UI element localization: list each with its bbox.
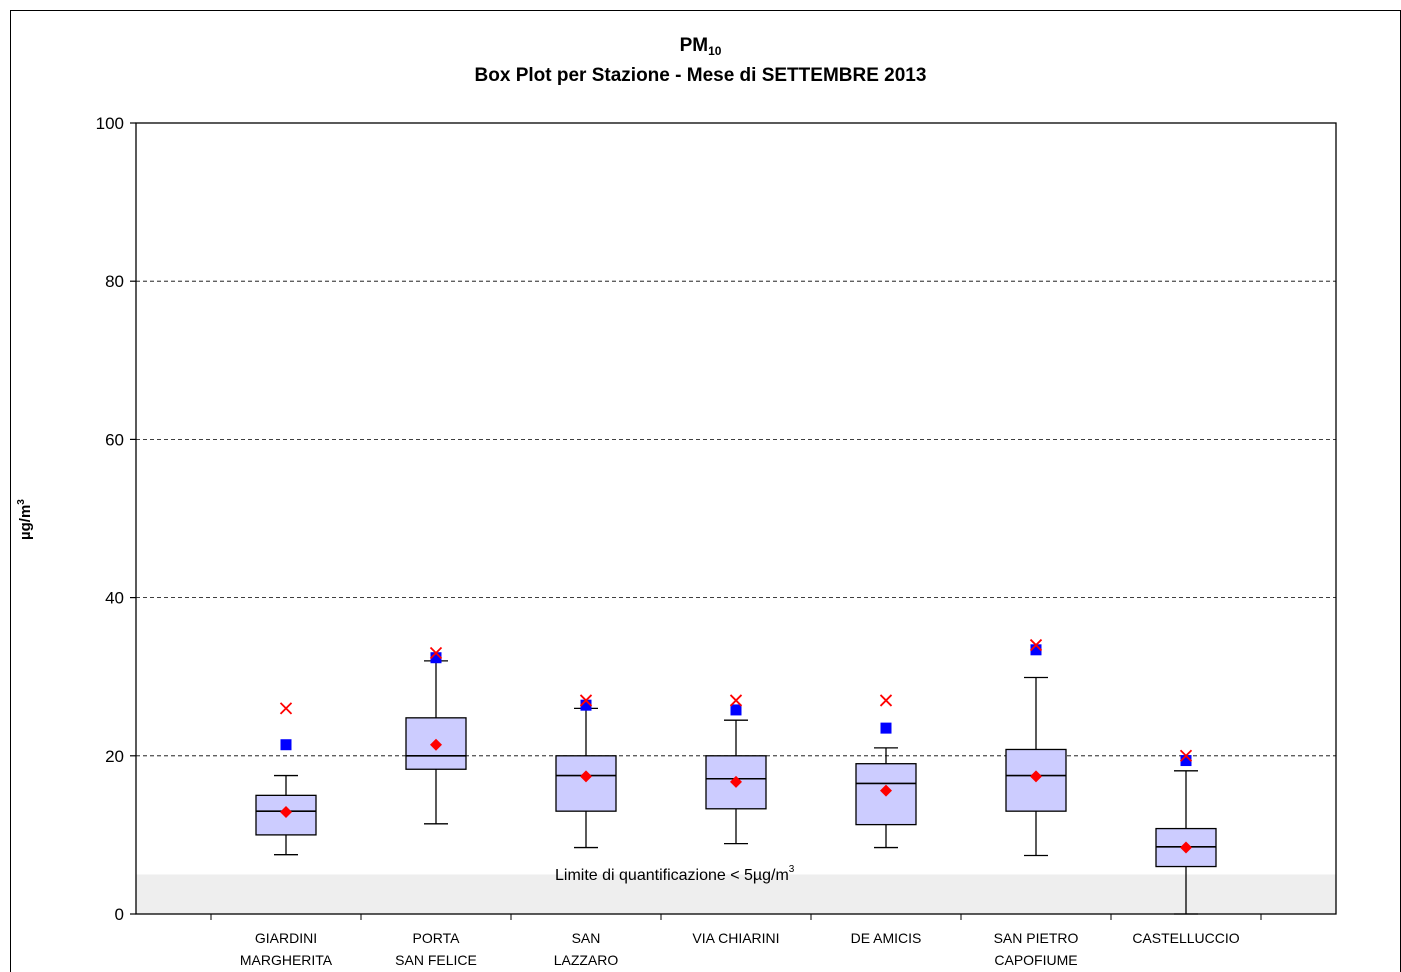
title-main: PM10: [679, 35, 722, 58]
x-category-label: SAN PIETRO: [994, 930, 1079, 946]
mean-marker: [580, 770, 592, 783]
title-subtitle: Box Plot per Stazione - Mese di SETTEMBR…: [474, 65, 927, 86]
box-3: [555, 694, 617, 849]
max-marker: [879, 694, 893, 707]
plot-area-border: [135, 122, 1337, 915]
box-1: [255, 702, 317, 856]
x-category-label: LAZZARO: [554, 952, 619, 968]
p95-marker: [1030, 644, 1042, 656]
x-category-label: CAPOFIUME: [994, 952, 1077, 968]
max-marker: [579, 694, 593, 707]
mean-marker: [1030, 770, 1042, 783]
box-4: [705, 694, 767, 845]
x-category-label: CASTELLUCCIO: [1132, 930, 1239, 946]
p95-marker: [280, 739, 292, 751]
p95-marker: [430, 652, 442, 664]
p95-marker: [730, 704, 742, 716]
chart-title: PM10 Box Plot per Stazione - Mese di SET…: [0, 34, 1401, 89]
p95-marker: [1180, 755, 1192, 767]
x-category-label: PORTA: [413, 930, 461, 946]
y-tick-label: 20: [105, 747, 124, 766]
y-tick-label: 0: [115, 905, 124, 924]
mean-marker: [280, 805, 292, 818]
mean-marker: [430, 738, 442, 751]
box-2: [405, 646, 467, 825]
max-marker: [729, 694, 743, 707]
quantification-band: [136, 874, 1336, 914]
x-category-label: MARGHERITA: [240, 952, 333, 968]
box-5: [855, 694, 917, 849]
max-marker: [279, 702, 293, 715]
max-marker: [1029, 638, 1043, 652]
y-tick-label: 60: [105, 430, 124, 449]
x-category-label: SAN FELICE: [395, 952, 477, 968]
x-category-label: GIARDINI: [255, 930, 317, 946]
mean-marker: [880, 784, 892, 797]
mean-marker: [730, 775, 742, 788]
p95-marker: [580, 699, 592, 711]
quantification-limit-note: Limite di quantificazione < 5µg/m3: [555, 864, 795, 884]
x-category-label: DE AMICIS: [851, 930, 922, 946]
mean-marker: [1180, 841, 1192, 854]
p95-marker: [880, 722, 892, 734]
box-6: [1005, 638, 1067, 857]
x-category-label: VIA CHIARINI: [692, 930, 779, 946]
y-tick-label: 100: [96, 114, 124, 133]
y-tick-label: 80: [105, 272, 124, 291]
max-marker: [429, 646, 443, 660]
box-7: [1155, 749, 1217, 915]
max-marker: [1179, 749, 1193, 762]
x-category-label: SAN: [572, 930, 601, 946]
iqr-box: [555, 755, 617, 812]
y-tick-label: 40: [105, 589, 124, 608]
